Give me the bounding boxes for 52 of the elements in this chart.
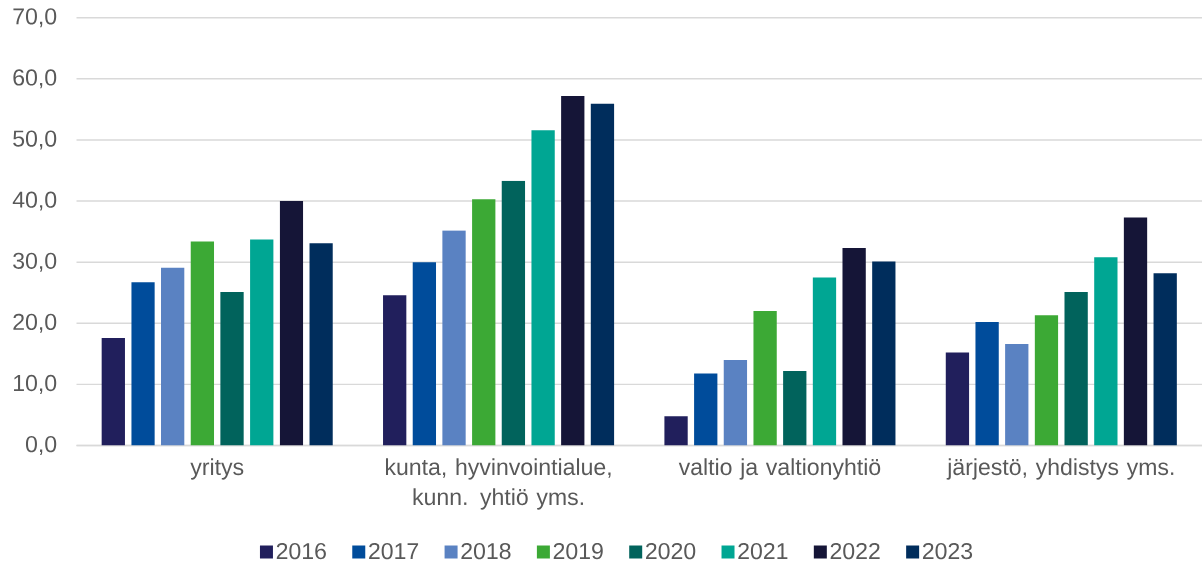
bar: [161, 267, 185, 446]
bar: [753, 311, 777, 446]
bar: [664, 416, 688, 446]
bar: [101, 337, 125, 446]
y-tick-label: 10,0: [14, 374, 57, 394]
bar: [590, 103, 615, 446]
bar: [1153, 273, 1177, 446]
y-tick-label: 60,0: [13, 69, 57, 89]
bar: [190, 241, 215, 446]
x-tick-label: valtio ja valtionyhtiö: [678, 458, 881, 480]
bar: [975, 322, 999, 446]
bar: [842, 248, 866, 446]
bar: [309, 243, 333, 446]
bar: [694, 373, 718, 446]
bar: [1123, 217, 1148, 446]
legend-label: 2016: [276, 542, 326, 560]
legend-label: 2021: [738, 542, 788, 560]
bar: [220, 292, 244, 446]
legend-label: 2020: [646, 542, 696, 560]
bar: [1094, 257, 1118, 446]
y-tick-label: 40,0: [12, 191, 57, 211]
y-tick-label: 50,0: [13, 130, 57, 150]
bar: [945, 352, 970, 446]
bar: [501, 180, 526, 446]
bar: [472, 199, 496, 446]
bar: [383, 295, 407, 446]
bar: [279, 201, 304, 446]
bar: [1034, 315, 1059, 446]
bar: [1005, 344, 1029, 446]
legend-label: 2019: [553, 542, 603, 560]
bar: [872, 261, 896, 446]
bar: [531, 130, 555, 446]
x-tick-label: yritys: [190, 458, 244, 480]
y-tick-label: 0,0: [25, 435, 57, 456]
bar: [561, 95, 585, 446]
bar: [812, 277, 837, 446]
bar: [250, 239, 274, 446]
y-tick-label: 70,0: [13, 8, 57, 28]
bar: [131, 282, 155, 446]
y-tick-label: 20,0: [13, 313, 57, 333]
bar: [412, 262, 437, 446]
bar: [783, 370, 807, 446]
legend-label: 2017: [369, 542, 419, 560]
x-tick-label: kunta, hyvinvointialue, kunn. yhtiö yms.: [386, 458, 611, 510]
legend-label: 2022: [830, 542, 880, 560]
bar: [1064, 292, 1088, 446]
legend-label: 2023: [922, 542, 973, 560]
bar: [442, 230, 466, 446]
y-tick-label: 30,0: [13, 252, 57, 272]
x-tick-label: järjestö, yhdistys yms.: [946, 458, 1174, 480]
bar: [723, 359, 748, 446]
legend-label: 2018: [461, 542, 511, 560]
